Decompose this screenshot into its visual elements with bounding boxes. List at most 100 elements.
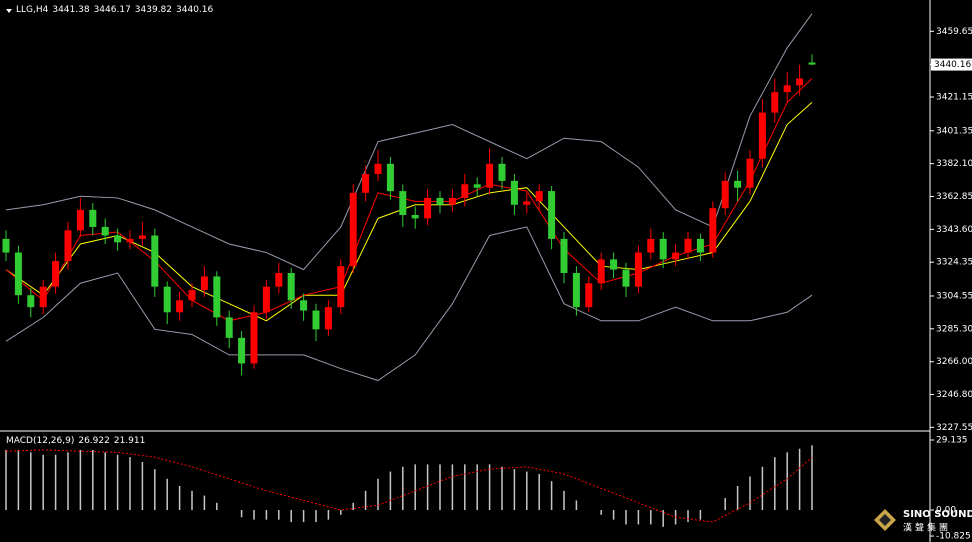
- candle-body: [114, 235, 122, 243]
- candle-body: [672, 252, 680, 260]
- y-tick-label: 3285.30: [936, 324, 972, 334]
- candle-body: [560, 238, 568, 274]
- candle-body: [337, 266, 345, 308]
- y-tick-label: 29.135: [936, 436, 968, 446]
- y-tick-label: 0.00: [936, 506, 956, 516]
- high: 3446.17: [93, 5, 131, 15]
- indicator-line: [5, 102, 813, 322]
- candle-body: [523, 201, 531, 205]
- candle-body: [14, 252, 22, 296]
- price-marker-label: 3440.16: [934, 60, 971, 70]
- candle-body: [622, 269, 630, 287]
- candle-body: [597, 259, 605, 284]
- candle-body: [486, 163, 494, 188]
- candle-body: [461, 184, 469, 198]
- candle-body: [796, 78, 804, 86]
- indicator-line: [5, 226, 813, 382]
- watermark: SINO SOUND 漢聲集團: [874, 509, 972, 534]
- candle-body: [746, 158, 754, 188]
- y-tick-label: 3459.65: [936, 27, 972, 37]
- candle-body: [721, 180, 729, 209]
- candle-body: [101, 226, 109, 236]
- candle-body: [262, 286, 270, 313]
- candle-body: [324, 307, 332, 330]
- candle-body: [200, 276, 208, 291]
- candle-body: [808, 62, 816, 65]
- candle-body: [238, 337, 246, 364]
- candle-body: [188, 290, 196, 301]
- candle-body: [659, 238, 667, 260]
- candle-body: [734, 180, 742, 188]
- candle-body: [225, 317, 233, 338]
- candle-body: [585, 283, 593, 308]
- candle-body: [548, 191, 556, 239]
- candle-body: [374, 163, 382, 175]
- candle-body: [436, 197, 444, 205]
- y-tick-label: -10.825: [936, 532, 971, 542]
- candle-body: [176, 300, 184, 313]
- candle-body: [300, 300, 308, 311]
- symbol: LLG,H4: [16, 5, 49, 15]
- y-tick-label: 3401.35: [936, 126, 972, 136]
- candle-body: [64, 230, 72, 262]
- candle-body: [634, 252, 642, 287]
- candle-body: [709, 208, 717, 253]
- y-tick-label: 3343.60: [936, 225, 972, 235]
- macd-value: 26.922: [78, 436, 110, 446]
- indicator-line: [5, 78, 813, 322]
- candle-body: [312, 310, 320, 330]
- candle-body: [52, 261, 60, 287]
- brand: SINO SOUND: [903, 509, 972, 520]
- candle-body: [386, 163, 394, 192]
- close: 3440.16: [176, 5, 214, 15]
- signal-value: 21.911: [113, 436, 146, 446]
- candle-body: [362, 174, 370, 193]
- candle-body: [647, 238, 655, 253]
- candle-body: [349, 192, 357, 267]
- open: 3441.38: [52, 5, 90, 15]
- y-tick-label: 3266.00: [936, 357, 972, 367]
- candle-body: [151, 235, 159, 287]
- candle-body: [610, 259, 618, 270]
- logo-inner: [879, 514, 891, 526]
- candle-body: [250, 312, 258, 364]
- candle-body: [684, 238, 692, 253]
- low: 3439.82: [134, 5, 173, 15]
- y-tick-label: 3246.80: [936, 390, 972, 400]
- macd-header: MACD(12,26,9) 26.922 21.911: [6, 436, 149, 446]
- signal-line: [5, 449, 813, 523]
- candle-body: [411, 215, 419, 219]
- candle-body: [473, 184, 481, 188]
- candle-body: [138, 235, 146, 239]
- y-tick-label: 3362.85: [936, 192, 972, 202]
- candle-body: [696, 238, 704, 253]
- brand-cn: 漢聲集團: [903, 522, 951, 534]
- y-tick-label: 3382.10: [936, 159, 972, 169]
- candle-body: [89, 209, 97, 227]
- candle-body: [27, 295, 35, 308]
- candle-body: [758, 112, 766, 159]
- y-tick-label: 3324.35: [936, 258, 972, 268]
- candle-body: [498, 163, 506, 181]
- candle-body: [275, 273, 283, 287]
- macd-title: MACD(12,26,9): [6, 436, 75, 446]
- y-tick-label: 3421.15: [936, 93, 972, 103]
- candle-body: [510, 180, 518, 205]
- candle-body: [448, 197, 456, 205]
- candle-body: [535, 191, 543, 202]
- candle-body: [126, 238, 134, 243]
- y-tick-label: 3304.55: [936, 291, 972, 301]
- candle-body: [2, 238, 10, 253]
- price-marker: [931, 58, 972, 71]
- indicator-line: [5, 13, 813, 271]
- candle-body: [39, 286, 47, 308]
- candle-body: [783, 85, 791, 93]
- candle-body: [424, 197, 432, 219]
- candle-body: [163, 286, 171, 313]
- y-tick-label: 3227.55: [936, 423, 972, 433]
- candle-body: [572, 273, 580, 308]
- candle-body: [771, 92, 779, 113]
- menu-arrow: [6, 9, 12, 13]
